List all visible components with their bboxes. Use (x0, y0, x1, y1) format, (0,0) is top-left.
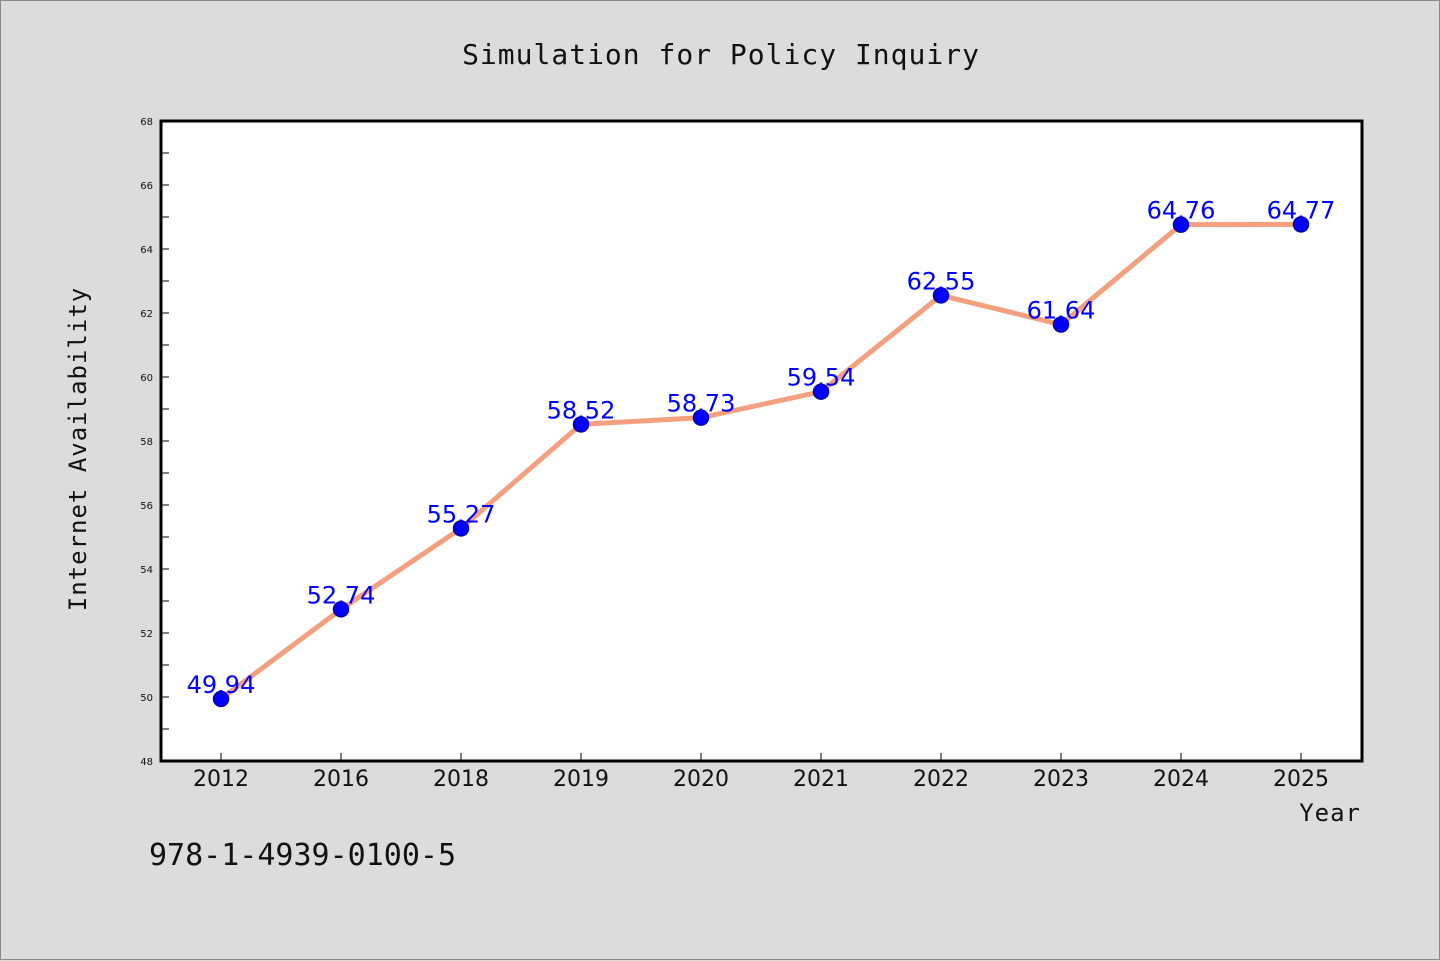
data-point (452, 520, 470, 537)
x-axis: 2012 2016 2018 2019 2020 2021 2022 2023 2024 2025 (193, 753, 1329, 792)
y-tick-label: 48 (140, 757, 153, 768)
x-tick-label: 2019 (553, 767, 609, 792)
y-tick-label: 64 (140, 245, 153, 256)
data-label: 49.94 (187, 671, 256, 699)
data-label: 64.76 (1147, 197, 1216, 225)
data-label: 59.54 (787, 364, 856, 392)
x-tick-label: 2022 (913, 767, 969, 792)
y-tick-label: 50 (140, 693, 153, 704)
data-point (932, 287, 950, 304)
x-tick-label: 2025 (1273, 767, 1329, 792)
x-axis-label: Year (1299, 799, 1361, 827)
y-tick-label: 62 (140, 309, 153, 320)
series-line (219, 221, 1302, 701)
data-point (812, 383, 830, 400)
data-point (332, 601, 350, 618)
data-label: 55.27 (427, 500, 496, 528)
x-tick-label: 2012 (193, 767, 249, 792)
x-tick-label: 2021 (793, 767, 849, 792)
y-axis-label: Internet Availability (64, 287, 92, 611)
x-tick-label: 2016 (313, 767, 369, 792)
data-label: 58.52 (547, 396, 616, 424)
data-label: 58.73 (667, 390, 736, 418)
chart-title: Simulation for Policy Inquiry (462, 38, 980, 71)
y-tick-label: 52 (140, 629, 153, 640)
y-tick-label: 66 (140, 181, 153, 192)
data-label: 64.77 (1267, 196, 1336, 224)
series-layer: 49.94 52.74 55.27 58.52 58.73 59.54 62.55 61.64… (187, 196, 1336, 708)
plot-area (159, 119, 1364, 763)
y-tick-label: 58 (140, 437, 153, 448)
data-point (1292, 216, 1310, 233)
y-tick-label: 54 (140, 565, 153, 576)
data-label: 52.74 (307, 581, 376, 609)
data-point (572, 416, 590, 433)
y-tick-label: 68 (140, 117, 153, 128)
isbn-text: 978-1-4939-0100-5 (149, 838, 456, 873)
x-tick-label: 2020 (673, 767, 729, 792)
data-point (692, 409, 710, 426)
x-tick-label: 2018 (433, 767, 489, 792)
x-tick-label: 2024 (1153, 767, 1209, 792)
x-tick-label: 2023 (1033, 767, 1089, 792)
data-point (1172, 216, 1190, 233)
data-point (1052, 316, 1070, 333)
data-point (212, 690, 230, 708)
y-tick-label: 56 (140, 501, 153, 512)
data-label: 61.64 (1027, 297, 1096, 325)
y-axis: 48 50 52 54 56 58 60 62 64 66 68 (140, 117, 169, 768)
y-tick-label: 60 (140, 373, 153, 384)
data-label: 62.55 (907, 267, 976, 295)
